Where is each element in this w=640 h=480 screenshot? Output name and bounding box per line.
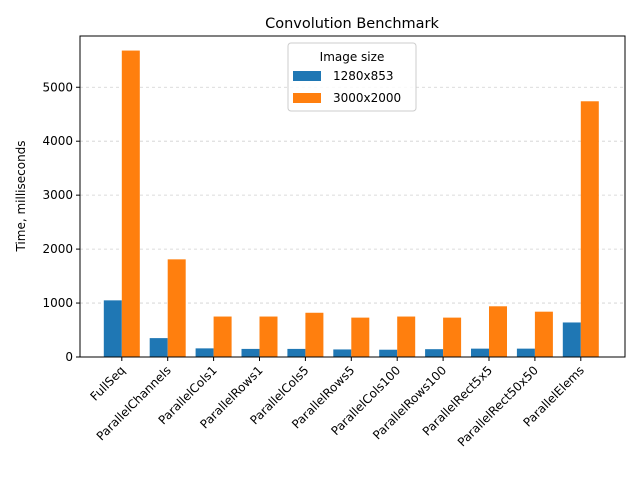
- legend-swatch-series-2: [293, 93, 321, 103]
- bar-series-1-ParallelRows1: [241, 348, 260, 357]
- chart-title: Convolution Benchmark: [265, 16, 439, 32]
- bar-series-2-FullSeq: [121, 50, 140, 358]
- bar-series-1-ParallelRect50x50: [516, 348, 535, 357]
- legend-label-series-2: 3000x2000: [333, 91, 401, 105]
- legend-title: Image size: [320, 50, 385, 64]
- bar-series-2-ParallelRect50x50: [534, 311, 553, 357]
- y-axis: 0 1000 2000 3000 4000 5000: [42, 80, 80, 364]
- bar-series-1-ParallelRows100: [425, 349, 444, 357]
- bar-series-2-ParallelCols5: [305, 312, 324, 357]
- bar-series-1-ParallelElems: [562, 322, 581, 357]
- bar-series-1-ParallelCols1: [195, 348, 214, 357]
- legend: Image size 1280x853 3000x2000: [287, 42, 417, 112]
- bar-series-1-ParallelRect5x5: [471, 348, 489, 357]
- bar-series-1-ParallelRows5: [333, 349, 352, 357]
- bar-series-2-ParallelCols100: [397, 316, 416, 357]
- bars: [103, 50, 599, 358]
- bar-series-2-ParallelRows100: [443, 317, 462, 357]
- bar-series-1-ParallelCols100: [379, 349, 398, 357]
- y-axis-title: Time, milliseconds: [14, 140, 28, 252]
- bar-series-2-ParallelRows5: [351, 317, 370, 357]
- y-tick-label: 0: [65, 350, 73, 364]
- bar-series-2-ParallelCols1: [213, 316, 232, 357]
- y-tick-label: 1000: [42, 296, 73, 310]
- bar-series-1-ParallelCols5: [287, 348, 306, 357]
- bar-series-2-ParallelRect5x5: [489, 306, 507, 357]
- bar-series-2-ParallelElems: [580, 101, 599, 357]
- legend-label-series-1: 1280x853: [333, 69, 394, 83]
- y-tick-label: 3000: [42, 188, 73, 202]
- plot-frame: [79, 35, 626, 358]
- y-tick-label: 2000: [42, 242, 73, 256]
- bar-series-1-ParallelChannels: [149, 338, 168, 357]
- bar-series-2-ParallelRows1: [259, 316, 278, 357]
- bar-series-1-FullSeq: [103, 300, 122, 357]
- legend-swatch-series-1: [293, 71, 321, 81]
- bar-series-2-ParallelChannels: [167, 259, 186, 357]
- y-tick-label: 4000: [42, 134, 73, 148]
- y-tick-label: 5000: [42, 80, 73, 94]
